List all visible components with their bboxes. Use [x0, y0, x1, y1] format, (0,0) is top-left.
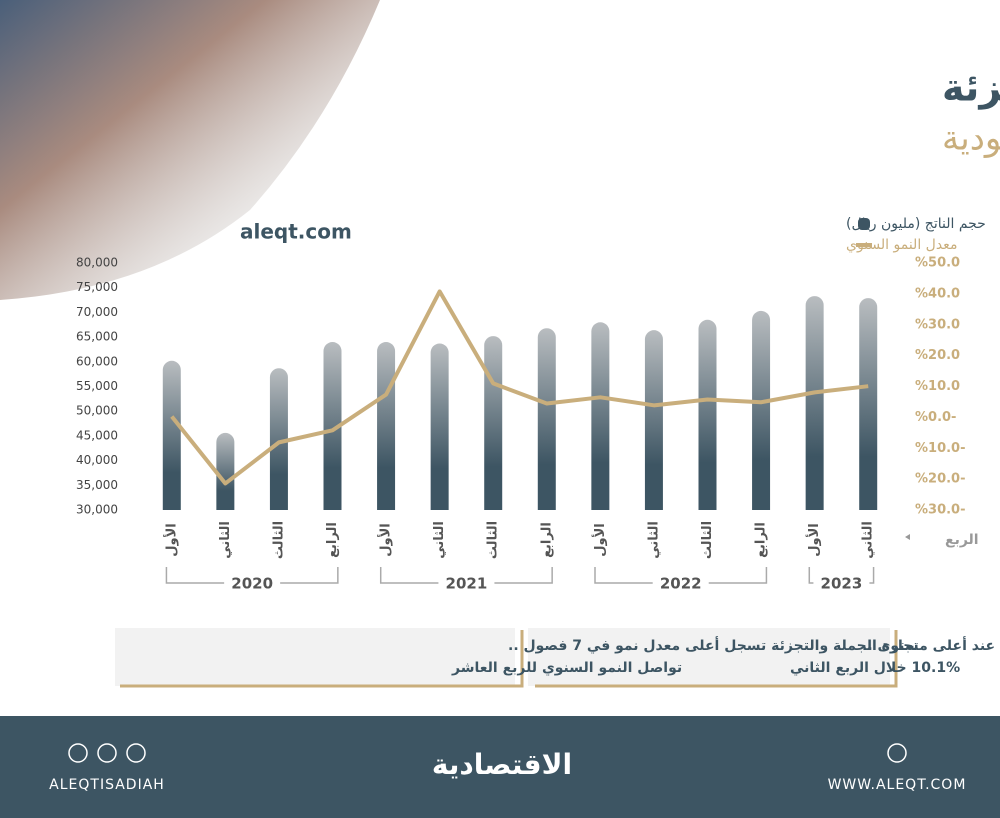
- note-bg: [115, 628, 515, 686]
- bar: [644, 330, 663, 510]
- note-text: مشاركة القطاع في الاقتصاد عند أعلى مستوى…: [862, 636, 1000, 654]
- icon-twitter: [126, 743, 146, 763]
- x-tick-label: الرابع: [539, 522, 554, 558]
- y-tick-label: 45,000: [76, 428, 118, 442]
- note-text: تواصل النمو السنوي للربع العاشر: [451, 660, 682, 677]
- note-border: [535, 630, 898, 688]
- x-tick-label: الثاني: [861, 521, 876, 559]
- note-text: تجارة الجملة والتجزئة تسجل أعلى معدل نمو…: [508, 636, 919, 654]
- year-label: 2020: [231, 575, 273, 593]
- bar: [484, 336, 503, 510]
- y-tick-label: 55,000: [76, 379, 118, 393]
- x-tick-label: الأول: [377, 523, 394, 557]
- footer-brand: الاقتصادية: [432, 748, 572, 781]
- legend-label: معدل النمو السنوي: [846, 237, 957, 253]
- bar: [323, 342, 342, 510]
- y2-tick-label: %40.0: [915, 286, 960, 301]
- bar: [537, 328, 556, 510]
- note-box: مشاركة القطاع في الاقتصاد عند أعلى مستوى…: [528, 628, 1000, 688]
- y-tick-label: 70,000: [76, 305, 118, 319]
- bar: [430, 343, 449, 510]
- footer-website: WWW.ALEQT.COM: [828, 777, 967, 793]
- x-tick-label: الثاني: [646, 521, 661, 559]
- x-tick-label: الأول: [162, 523, 179, 557]
- y-tick-label: 65,000: [76, 330, 118, 344]
- bar: [216, 432, 235, 510]
- y-tick-label: 75,000: [76, 280, 118, 294]
- year-label: 2022: [660, 575, 702, 593]
- y-tick-label: 80,000: [76, 256, 118, 270]
- x-tick-label: الثاني: [218, 521, 233, 559]
- year-bracket: [165, 567, 339, 584]
- icon-web: [887, 743, 907, 763]
- y2-tick-label: %0.0-: [915, 410, 956, 425]
- x-tick-label: الرابع: [754, 522, 769, 558]
- chart-subtitle: في السعودية: [942, 119, 1000, 159]
- bar: [752, 310, 771, 510]
- bar: [805, 296, 824, 510]
- x-tick-label: الثالث: [700, 521, 715, 559]
- chart-title: حجم قطاع تجارة الجملة والتجزئة: [942, 66, 1000, 111]
- x-tick-label: الرابع: [325, 522, 340, 558]
- y2-tick-label: %10.0: [915, 379, 960, 394]
- bar: [859, 298, 878, 510]
- icon-instagram: [68, 743, 88, 763]
- x-tick-label: الأول: [591, 523, 608, 557]
- year-bracket: [379, 567, 553, 584]
- axis-arrow: [905, 534, 910, 540]
- bar: [698, 319, 717, 510]
- y-tick-label: 40,000: [76, 453, 118, 467]
- note-box: تجارة الجملة والتجزئة تسجل أعلى معدل نمو…: [115, 628, 919, 688]
- year-label: 2021: [446, 575, 488, 593]
- y2-tick-label: %20.0-: [915, 472, 966, 487]
- year-label: 2023: [821, 575, 863, 593]
- social-icons: [68, 743, 907, 763]
- x-tick-label: الثاني: [432, 521, 447, 559]
- source: aleqt.com: [240, 220, 352, 244]
- bar: [591, 322, 610, 510]
- y2-tick-label: %30.0-: [915, 503, 966, 518]
- note-border: [120, 630, 524, 688]
- y2-tick-label: %30.0: [915, 317, 960, 332]
- y-tick-label: 30,000: [76, 503, 118, 517]
- photo-decoration: [0, 0, 380, 300]
- year-bracket: [808, 567, 875, 584]
- y-tick-label: 60,000: [76, 354, 118, 368]
- growth-line: [170, 289, 869, 486]
- note-text: 10.1% خلال الربع الثاني: [790, 660, 960, 676]
- icon-facebook: [97, 743, 117, 763]
- x-axis-label: الربع: [945, 532, 979, 548]
- note-bg: [528, 628, 890, 686]
- legend-label: حجم الناتج (مليون ريال): [846, 216, 986, 232]
- y-tick-label: 35,000: [76, 478, 118, 492]
- y2-tick-label: %10.0-: [915, 441, 966, 456]
- x-tick-label: الأول: [805, 523, 822, 557]
- y-tick-label: 50,000: [76, 404, 118, 418]
- y2-tick-label: %20.0: [915, 348, 960, 363]
- x-tick-label: الثالث: [486, 521, 501, 559]
- bar: [269, 368, 288, 510]
- legend-swatch: [858, 218, 870, 230]
- footer-handle: ALEQTISADIAH: [49, 777, 165, 793]
- year-bracket: [594, 567, 768, 584]
- bar: [377, 342, 396, 510]
- y2-tick-label: %50.0: [915, 256, 960, 271]
- bar: [162, 360, 181, 510]
- x-tick-label: الثالث: [271, 521, 286, 559]
- footer: [0, 716, 1000, 818]
